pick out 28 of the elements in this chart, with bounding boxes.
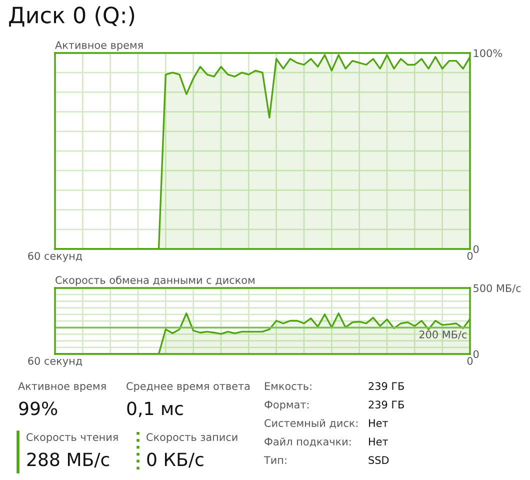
text: Емкость: (265, 382, 312, 390)
text: Формат: (264, 400, 309, 411)
y-tick-label: 500 МБ/с (474, 284, 521, 293)
text: 288 МБ/с (27, 452, 110, 468)
ref-line-label: 200 МБ/с (419, 330, 467, 340)
chart-title: Скорость обмена данными с диском (56, 276, 254, 286)
x-tick-label: 60 секунд (28, 356, 82, 367)
text: 99% (19, 402, 58, 416)
y-tick-label: 0 (473, 350, 479, 358)
text: Диск 0 (Q:) (9, 6, 134, 27)
x-tick-label: 60 секунд (28, 252, 82, 262)
text: 0,1 мс (127, 402, 183, 418)
text: Среднее время ответа (126, 382, 250, 392)
y-tick-label: 0 (473, 245, 479, 254)
text: SSD (368, 456, 389, 464)
text: Файл подкачки: (264, 438, 351, 447)
text: 239 ГБ (368, 382, 404, 390)
text: Активное время (18, 382, 106, 392)
text: Нет (369, 419, 388, 428)
text: Тип: (264, 456, 286, 464)
text: Скорость чтения (26, 433, 118, 444)
text: Системный диск: (264, 419, 358, 428)
text: Скорость записи (146, 433, 238, 444)
text: 239 ГБ (368, 400, 404, 409)
chart-title: Активное время (55, 41, 143, 51)
text: Нет (369, 438, 388, 446)
y-tick-label: 100% (474, 49, 502, 58)
text: 0 КБ/с (147, 452, 204, 468)
